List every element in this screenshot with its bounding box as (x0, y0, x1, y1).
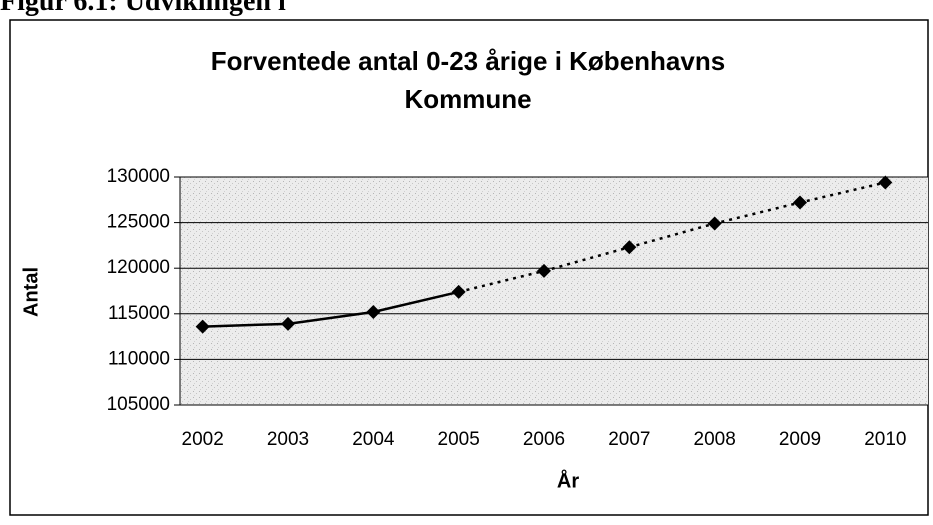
x-tick-label: 2007 (608, 429, 650, 450)
x-tick-label: 2010 (864, 429, 906, 450)
marker (622, 240, 637, 255)
marker (195, 319, 210, 334)
y-axis-label: Antal (20, 267, 42, 317)
x-axis-label: År (557, 468, 579, 492)
connector (458, 269, 545, 294)
y-tick-label: 105000 (107, 394, 170, 415)
x-tick-label: 2009 (779, 429, 821, 450)
y-tick-label: 115000 (108, 303, 170, 324)
y-tick-label: 110000 (108, 348, 170, 369)
y-tick-label: 130000 (107, 166, 170, 187)
caption: Figur 6.1: Udviklingen i (0, 0, 286, 17)
marker (451, 284, 466, 299)
marker (366, 304, 381, 319)
x-tick-label: 2004 (352, 429, 395, 450)
x-tick-label: 2003 (267, 429, 309, 450)
marker (707, 216, 722, 231)
x-tick-label: 2005 (438, 429, 480, 450)
plot-area (180, 177, 928, 405)
x-tick-label: 2006 (523, 429, 565, 450)
y-tick-label: 120000 (107, 257, 170, 278)
marker (537, 263, 551, 278)
marker (793, 195, 807, 210)
marker (878, 175, 893, 190)
y-tick-label: 125000 (107, 212, 170, 233)
marker (281, 316, 295, 331)
series-line (202, 290, 459, 328)
x-tick-label: 2008 (694, 429, 736, 450)
chart-title: Forventede antal 0-23 årige i Københavns… (210, 46, 726, 114)
x-tick-label: 2002 (182, 429, 224, 450)
